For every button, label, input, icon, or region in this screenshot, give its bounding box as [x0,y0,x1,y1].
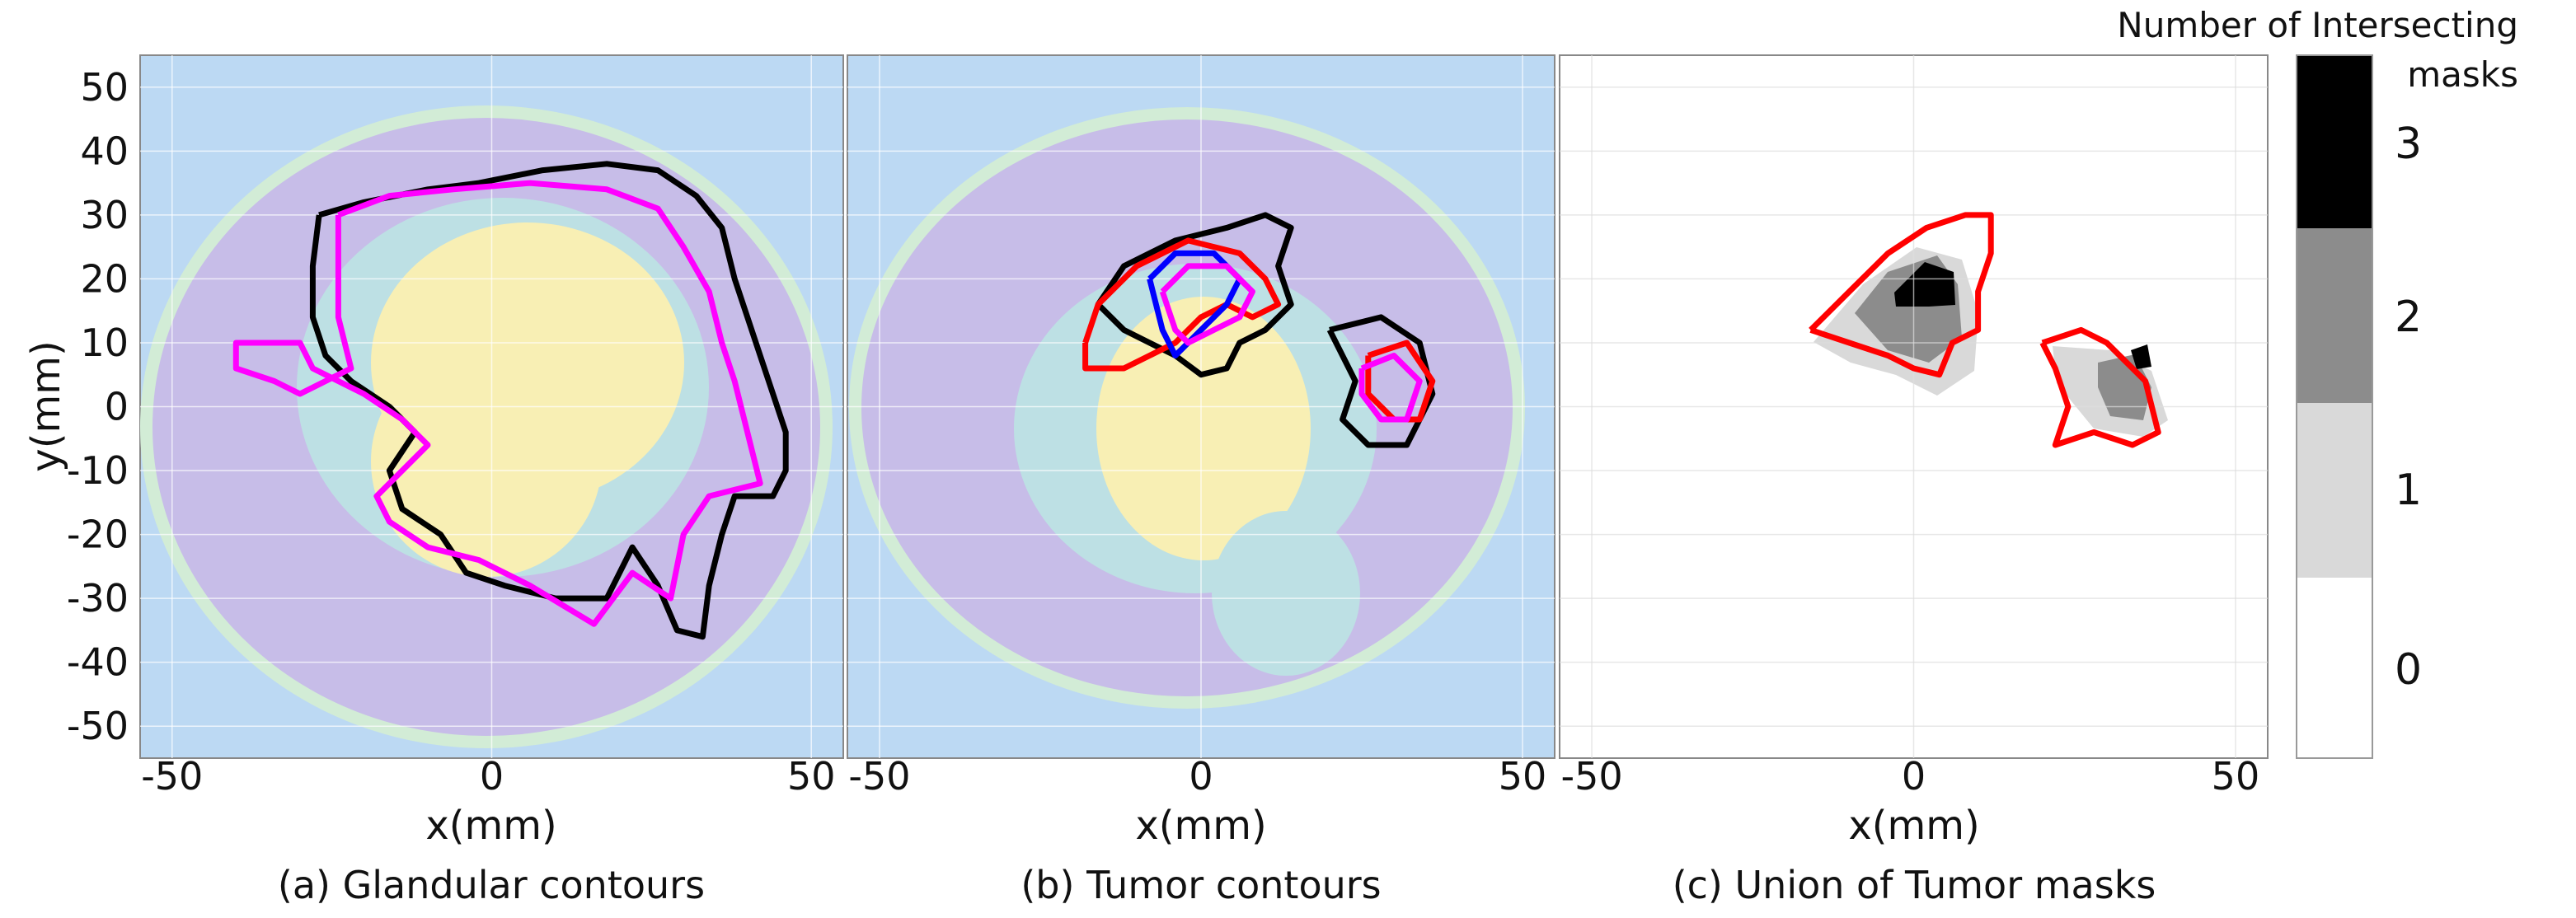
x-tick-label-a: -50 [141,754,203,799]
panel-a-tissue [140,105,833,748]
panel-a [139,54,844,759]
contour-b-2 [1147,250,1243,358]
mask-region-3 [1894,262,1955,307]
panel-b-grid [847,55,1555,758]
y-tick-label: 40 [80,129,129,173]
colorbar-tick-0: 0 [2395,645,2422,695]
panel-c [1559,54,2269,759]
x-tick-label-c: 50 [2212,754,2260,799]
colorbar-title-line2: masks [2407,54,2518,95]
y-tick-label: -30 [67,576,129,621]
panel-c-caption: (c) Union of Tumor masks [1673,863,2156,907]
colorbar-block-0 [2297,578,2372,758]
panel-b [847,54,1555,759]
x-tick-label-b: 0 [1189,754,1213,799]
colorbar-tick-1: 1 [2395,466,2422,515]
colorbar-block-1 [2297,403,2372,578]
contour-b-5 [1365,340,1436,423]
panel-c-masks [1814,247,2168,437]
panel-a-caption: (a) Glandular contours [278,863,705,907]
x-tick-label-a: 0 [480,754,504,799]
contour-b-4 [1326,314,1436,448]
tick-labels: -50 0 50 50 40 30 20 10 0 -10 -20 -30 -40 -50 -50 0 50 -5… [67,65,2259,799]
panel-c-contours [1809,212,2161,448]
contour-b-1 [1082,237,1282,372]
y-tick-label: -40 [67,640,129,685]
panel-b-contours [1082,212,1436,448]
panel-b-tissue [849,107,1525,709]
panel-b-xlabel: x(mm) [1135,803,1266,849]
contour-c-1 [2039,326,2161,448]
y-tick-label: -20 [67,513,129,557]
panel-a-contours [232,161,789,640]
contour-a-1 [232,180,763,627]
panel-a-ylabel: y(mm) [23,340,69,471]
y-tick-label: -50 [67,704,129,748]
contour-b-3 [1159,263,1255,346]
colorbar-title-line1: Number of Intersecting [2117,5,2518,45]
x-tick-label-a: 50 [787,754,836,799]
mask-region-6 [2131,344,2151,369]
colorbar-tick-3: 3 [2395,119,2422,169]
panel-a-grid [140,55,843,758]
y-tick-label: 10 [80,321,129,365]
colorbar-tick-2: 2 [2395,293,2422,342]
y-tick-label: 0 [105,385,129,429]
y-tick-label: -10 [67,448,129,493]
panel-b-caption: (b) Tumor contours [1021,863,1381,907]
colorbar-block-3 [2297,55,2372,228]
y-tick-label: 50 [80,65,129,110]
colorbar-frame [2296,54,2373,759]
y-tick-label: 30 [80,193,129,237]
x-tick-label-c: 0 [1902,754,1926,799]
colorbar: Number of Intersecting masks 3 2 1 0 [2117,5,2518,759]
x-tick-label-c: -50 [1560,754,1622,799]
contour-b-6 [1358,353,1423,423]
x-tick-label-b: 50 [1499,754,1547,799]
colorbar-block-2 [2297,228,2372,403]
panel-c-xlabel: x(mm) [1848,803,1979,849]
x-tick-label-b: -50 [848,754,910,799]
contour-c-0 [1809,212,1994,378]
y-tick-label: 20 [80,256,129,301]
panel-a-xlabel: x(mm) [425,803,556,849]
